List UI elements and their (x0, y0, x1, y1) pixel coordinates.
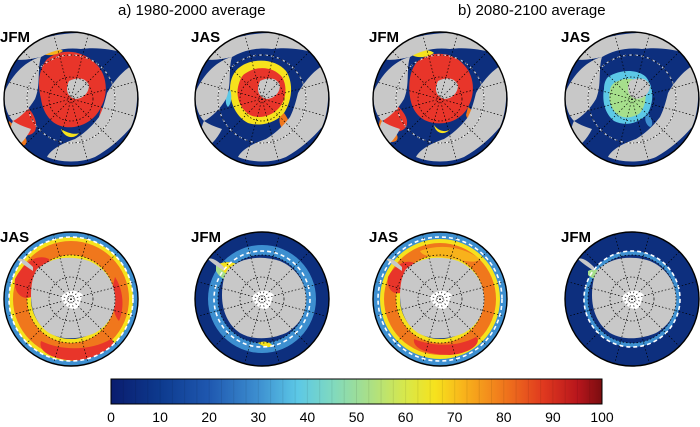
title-2080-2100: b) 2080-2100 average (458, 2, 606, 19)
sea-ice-patch (413, 337, 478, 355)
map-border (372, 31, 508, 167)
map-border (3, 231, 139, 367)
map-border (194, 231, 330, 367)
map-a-south-summer: JFM (191, 229, 330, 367)
latitude-circle (217, 54, 307, 144)
ice-shelf (61, 290, 83, 309)
season-label: JFM (561, 229, 591, 246)
ice-edge-contour (583, 250, 681, 348)
land-mass (628, 78, 650, 99)
map-border (194, 31, 330, 167)
colorbar-tick-label: 0 (107, 409, 115, 425)
sea-ice-patch (645, 113, 653, 127)
sea-ice-patch (112, 277, 123, 321)
map-a-north-summer: JAS (191, 29, 330, 167)
latitude-circle (395, 54, 485, 144)
colorbar-tick-label: 20 (201, 409, 217, 425)
map-b-north-summer: JAS (561, 29, 700, 167)
meridian-line (6, 281, 136, 317)
map-border (564, 231, 700, 367)
sea-ice-patch (216, 265, 236, 281)
season-label: JFM (0, 29, 30, 46)
latitude-circle (417, 76, 463, 122)
colorbar-tick-label: 70 (446, 409, 463, 425)
land-mass (416, 65, 507, 162)
latitude-circle (239, 276, 285, 322)
latitude-circle (395, 254, 485, 344)
latitude-circle (417, 276, 463, 322)
meridian-line (197, 281, 327, 317)
colorbar-tick-label: 80 (496, 409, 512, 425)
land-mass (47, 65, 138, 162)
land-mass (4, 57, 41, 121)
latitude-circle (609, 276, 655, 322)
latitude-circle (239, 76, 285, 122)
colorbar (110, 378, 603, 405)
colorbar-tick-label: 60 (397, 409, 414, 425)
ice-shelf (252, 290, 274, 309)
latitude-circle (26, 54, 116, 144)
ice-shelf (622, 290, 644, 309)
sea-ice-patch (420, 246, 480, 262)
ice-edge-contour (213, 250, 311, 348)
ice-edge-contour (377, 236, 503, 362)
title-1980-2000: a) 1980-2000 average (118, 2, 266, 19)
map-border (3, 31, 139, 167)
land-mass (436, 78, 458, 99)
latitude-circle (587, 54, 677, 144)
map-a-south-winter: JAS (0, 229, 139, 367)
ice-edge-contour (8, 236, 134, 362)
colorbar-tick-label: 100 (590, 409, 614, 425)
latitude-circle (217, 254, 307, 344)
latitude-circle (26, 254, 116, 344)
latitude-circle (48, 76, 94, 122)
sea-ice-patch (61, 129, 79, 138)
map-b-south-summer: JFM (561, 229, 700, 367)
meridian-line (375, 81, 505, 117)
latitude-circle (48, 276, 94, 322)
colorbar-tick-label: 90 (545, 409, 561, 425)
sea-ice-patch (225, 89, 232, 107)
land-mass (565, 57, 602, 121)
map-b-north-winter: JFM (369, 29, 508, 167)
season-label: JFM (369, 29, 399, 46)
map-border (372, 231, 508, 367)
meridian-line (567, 81, 697, 117)
map-b-south-winter: JAS (369, 229, 508, 367)
sea-ice-patch (434, 125, 450, 134)
colorbar-bar (110, 378, 603, 405)
land-mass (608, 65, 699, 162)
land-mass (195, 57, 232, 121)
land-mass (67, 78, 89, 99)
meridian-line (6, 81, 136, 117)
season-label: JFM (191, 229, 221, 246)
season-label: JAS (561, 29, 590, 46)
land-mass (208, 258, 224, 271)
meridian-line (375, 281, 505, 317)
latitude-circle (587, 254, 677, 344)
land-mass (258, 78, 280, 99)
colorbar-tick-label: 50 (348, 409, 365, 425)
land-mass (373, 57, 410, 121)
latitude-circle (609, 76, 655, 122)
sea-ice-patch (258, 341, 272, 348)
colorbar-tick-label: 40 (299, 409, 316, 425)
season-label: JAS (191, 29, 220, 46)
colorbar-tick-label: 10 (152, 409, 168, 425)
season-label: JAS (369, 229, 398, 246)
meridian-line (197, 81, 327, 117)
land-mass (578, 258, 594, 271)
ice-shelf (430, 290, 452, 309)
meridian-line (567, 281, 697, 317)
season-label: JAS (0, 229, 29, 246)
map-border (564, 31, 700, 167)
land-mass (238, 65, 329, 162)
map-a-north-winter: JFM (0, 29, 139, 167)
colorbar-tick-label: 30 (250, 409, 267, 425)
